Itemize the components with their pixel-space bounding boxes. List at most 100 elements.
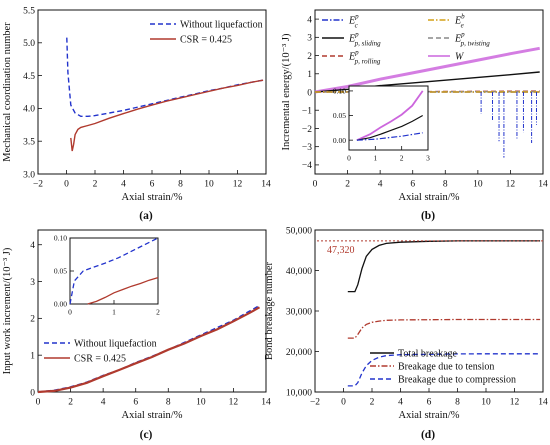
legend-label: Eb e bbox=[454, 13, 465, 30]
x-tick-label: 2 bbox=[93, 180, 98, 190]
y-tick-label: 1 bbox=[30, 352, 35, 362]
x-tick-label: 0 bbox=[64, 180, 69, 190]
series-line bbox=[347, 240, 541, 293]
inset-series bbox=[69, 237, 159, 305]
x-tick-label: 4 bbox=[121, 180, 126, 190]
series-line bbox=[37, 306, 261, 394]
y-tick-label: 5.5 bbox=[23, 6, 35, 16]
y-tick-label: 1 bbox=[307, 70, 312, 80]
panel-d-axes: −2 0 2 4 6 8 10 12 14 10,000 20,000 30,000 40,000 50,… bbox=[286, 226, 548, 407]
legend-label: CSR = 0.425 bbox=[180, 35, 232, 46]
y-tick-label: 0 bbox=[307, 88, 312, 98]
legend: Total breakage Breakage due to tension Bre… bbox=[370, 349, 516, 386]
inset-series-line bbox=[356, 132, 423, 141]
legend-label: Ep p, twisting bbox=[454, 31, 490, 48]
y-tick-label: 30,000 bbox=[286, 307, 312, 317]
x-tick-label: 0 bbox=[341, 398, 346, 408]
legend-sub: e bbox=[461, 22, 464, 30]
panel-a-axes: −2 0 2 4 6 8 10 12 14 3.0 3.5 4.0 4.5 5.0 5.5 bbox=[23, 6, 271, 189]
x-tick-label: 0 bbox=[313, 180, 318, 190]
x-tick-label: 0 bbox=[347, 154, 351, 163]
series-line bbox=[314, 46, 540, 94]
x-tick-label: 4 bbox=[101, 398, 106, 408]
legend: Without liquefaction CSR = 0.425 bbox=[44, 339, 157, 365]
y-tick-label: 2 bbox=[307, 52, 312, 62]
x-tick-label: 2 bbox=[345, 180, 350, 190]
inset-series-line bbox=[356, 90, 424, 142]
x-tick-label: 8 bbox=[455, 398, 460, 408]
legend-symbol: W bbox=[455, 52, 465, 63]
legend-label: Total breakage bbox=[398, 349, 458, 360]
x-tick-label: 14 bbox=[261, 398, 271, 408]
y-tick-label: 4 bbox=[307, 15, 312, 25]
x-tick-label: −2 bbox=[310, 398, 320, 408]
x-tick-label: 4 bbox=[398, 398, 403, 408]
y-tick-label: −3 bbox=[302, 143, 312, 153]
panel-b-axes: 0 1 2 3 0.00 0.05 0.10 bbox=[333, 85, 430, 163]
x-tick-label: 2 bbox=[68, 398, 73, 408]
panel-label: (d) bbox=[421, 429, 435, 441]
x-axis-label: Axial strain/% bbox=[399, 192, 460, 203]
y-tick-label: 10,000 bbox=[286, 388, 312, 398]
inset-series-line bbox=[69, 237, 159, 305]
x-tick-label: 1 bbox=[373, 154, 377, 163]
legend-symbol: E bbox=[348, 34, 355, 45]
x-tick-label: 6 bbox=[150, 180, 155, 190]
legend-label: Without liquefaction bbox=[74, 339, 157, 350]
y-tick-label: 0.00 bbox=[54, 300, 67, 309]
legend-label: CSR = 0.425 bbox=[74, 354, 126, 365]
series-line bbox=[66, 37, 264, 117]
legend-sub: c bbox=[355, 22, 359, 30]
x-tick-label: 10 bbox=[481, 398, 491, 408]
y-axis-label: Mechanical coordination number bbox=[2, 22, 13, 162]
x-tick-label: 6 bbox=[133, 398, 138, 408]
legend-sub: p, sliding bbox=[354, 40, 382, 48]
y-tick-label: 0.00 bbox=[333, 136, 346, 145]
x-tick-label: 8 bbox=[178, 180, 183, 190]
x-axis-label: Axial strain/% bbox=[122, 192, 183, 203]
panel-a-series bbox=[66, 37, 264, 152]
x-tick-label: 1 bbox=[112, 308, 116, 317]
x-tick-label: 3 bbox=[426, 154, 430, 163]
legend-sup: p bbox=[354, 31, 359, 39]
legend-label: W bbox=[455, 52, 465, 63]
x-tick-label: 4 bbox=[378, 180, 383, 190]
x-tick-label: 12 bbox=[229, 398, 239, 408]
inset-series bbox=[356, 90, 424, 142]
x-tick-label: −2 bbox=[33, 180, 43, 190]
panel-label: (c) bbox=[140, 429, 153, 441]
x-tick-label: 2 bbox=[156, 308, 160, 317]
x-tick-label: 10 bbox=[204, 180, 214, 190]
x-tick-label: 10 bbox=[196, 398, 206, 408]
x-tick-label: 14 bbox=[538, 180, 548, 190]
legend-symbol: E bbox=[348, 52, 355, 63]
y-tick-label: 3.0 bbox=[23, 170, 35, 180]
legend-sub: p, twisting bbox=[460, 40, 491, 48]
x-axis-label: Axial strain/% bbox=[399, 410, 460, 421]
y-tick-label: 0.10 bbox=[333, 87, 346, 96]
legend-label: Ep p, rolling bbox=[348, 49, 381, 66]
y-tick-label: 3.5 bbox=[23, 138, 35, 148]
plot-frame bbox=[348, 85, 429, 151]
legend-sup: b bbox=[461, 13, 465, 21]
x-tick-label: 8 bbox=[443, 180, 448, 190]
y-tick-label: 0.05 bbox=[54, 267, 67, 276]
inset-series-line bbox=[87, 276, 159, 305]
inset-series-line bbox=[356, 114, 423, 141]
x-tick-label: 12 bbox=[510, 398, 520, 408]
x-tick-label: 14 bbox=[261, 180, 271, 190]
y-tick-label: 5.0 bbox=[23, 39, 35, 49]
annotation-label: 47,320 bbox=[327, 245, 355, 256]
x-tick-label: 8 bbox=[166, 398, 171, 408]
legend-symbol: E bbox=[348, 16, 355, 27]
y-tick-label: 2 bbox=[30, 315, 35, 325]
legend-sup: p bbox=[354, 49, 359, 57]
x-tick-label: 14 bbox=[538, 398, 548, 408]
x-axis-label: Axial strain/% bbox=[122, 410, 183, 421]
legend-symbol: E bbox=[454, 16, 461, 27]
y-tick-label: 4 bbox=[30, 241, 35, 251]
y-axis-label: Bond breakage number bbox=[264, 262, 275, 360]
y-axis-label: Incremental energy/(10⁻³ J) bbox=[281, 33, 292, 150]
